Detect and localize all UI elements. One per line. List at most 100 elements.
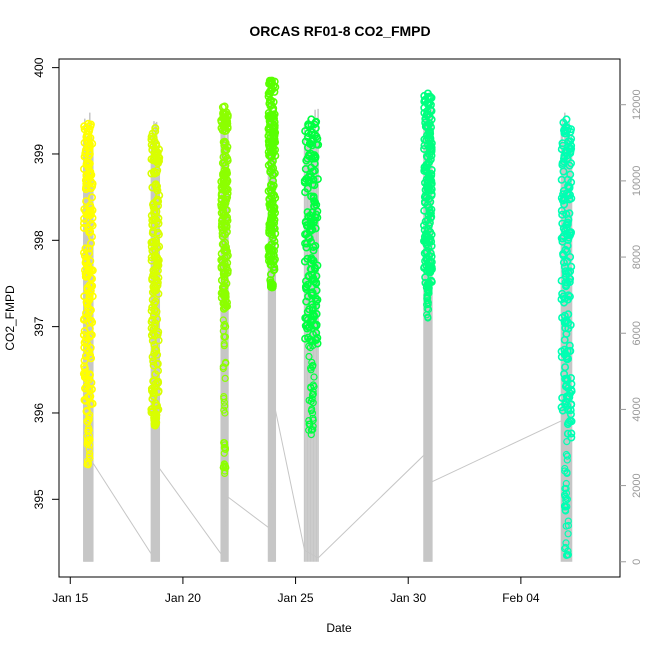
data-point (217, 255, 226, 264)
data-point (223, 268, 232, 277)
data-point (302, 239, 311, 248)
data-point (147, 324, 156, 333)
data-point-outlier (222, 323, 230, 331)
data-point (309, 414, 317, 422)
data-point (565, 347, 574, 356)
x-axis-label: Date (326, 621, 352, 635)
data-point-max (220, 102, 229, 111)
data-point (147, 242, 156, 251)
data-point (562, 539, 570, 547)
data-point (88, 274, 97, 283)
data-point-max (267, 76, 276, 85)
data-point (82, 382, 91, 391)
data-point (86, 201, 95, 210)
data-point (425, 287, 433, 295)
data-point (426, 266, 435, 275)
data-point (148, 336, 157, 345)
data-point (561, 278, 570, 287)
data-point (561, 543, 570, 552)
plot-frame (58, 58, 621, 578)
chart-title: ORCAS RF01-8 CO2_FMPD (249, 23, 430, 39)
data-point (151, 215, 160, 224)
data-point (270, 123, 279, 132)
data-point (151, 410, 159, 418)
data-point (566, 159, 575, 168)
data-point (566, 170, 575, 179)
data-point (150, 137, 159, 146)
data-point (564, 137, 573, 146)
data-point (563, 355, 572, 364)
data-point (562, 210, 571, 219)
data-point (426, 123, 435, 132)
data-point (222, 179, 231, 188)
data-point (221, 333, 229, 341)
data-point (264, 89, 273, 98)
data-point (148, 183, 157, 192)
data-point (560, 262, 569, 271)
data-point-outlier (563, 469, 571, 477)
data-point (307, 291, 316, 300)
data-point (80, 326, 89, 335)
y-tick-label: 400 (32, 57, 46, 77)
data-point (223, 142, 232, 151)
data-point (426, 213, 435, 222)
data-point (268, 147, 277, 156)
data-point (307, 214, 316, 223)
data-point (217, 117, 226, 126)
data-point (560, 311, 569, 320)
data-point (308, 311, 317, 320)
data-point (421, 273, 430, 282)
data-point (560, 369, 569, 378)
data-point (85, 436, 93, 444)
data-point (82, 197, 91, 206)
data-point (85, 318, 94, 327)
data-point (83, 440, 91, 448)
data-point (221, 152, 230, 161)
data-point-outlier (221, 461, 229, 469)
data-point (565, 209, 574, 218)
y-right-tick-label: 10000 (631, 166, 643, 197)
data-point (152, 157, 161, 166)
data-point-outlier (221, 409, 229, 417)
data-point (270, 237, 279, 246)
data-point (423, 159, 432, 168)
data-point (306, 173, 315, 182)
data-point (266, 80, 275, 89)
data-point (563, 231, 572, 240)
data-point (81, 269, 90, 278)
data-point (557, 403, 566, 412)
data-point (220, 166, 229, 175)
data-point (307, 192, 316, 201)
data-point (88, 193, 97, 202)
data-point (80, 314, 89, 323)
data-point (561, 506, 569, 514)
data-point (269, 144, 278, 153)
data-point (266, 168, 275, 177)
data-point (220, 439, 229, 447)
data-point (309, 218, 318, 227)
data-point-max (151, 124, 160, 133)
data-point (422, 111, 431, 120)
data-point (313, 175, 322, 184)
data-point (563, 438, 571, 446)
data-point (303, 154, 312, 163)
data-point (311, 153, 320, 162)
data-point (566, 267, 575, 276)
data-point-max (84, 119, 93, 128)
data-point-outlier (307, 366, 315, 374)
data-point (421, 114, 430, 123)
data-point (305, 272, 314, 281)
data-point (217, 191, 226, 200)
data-point (308, 391, 317, 399)
data-point (148, 238, 157, 247)
data-point (420, 197, 429, 206)
data-point (563, 218, 572, 227)
data-point (221, 402, 229, 410)
data-point-outlier (151, 323, 159, 331)
data-point (559, 292, 568, 301)
data-point (301, 321, 310, 330)
data-point (267, 245, 276, 254)
data-point (567, 429, 576, 438)
data-point-outlier (564, 530, 572, 538)
